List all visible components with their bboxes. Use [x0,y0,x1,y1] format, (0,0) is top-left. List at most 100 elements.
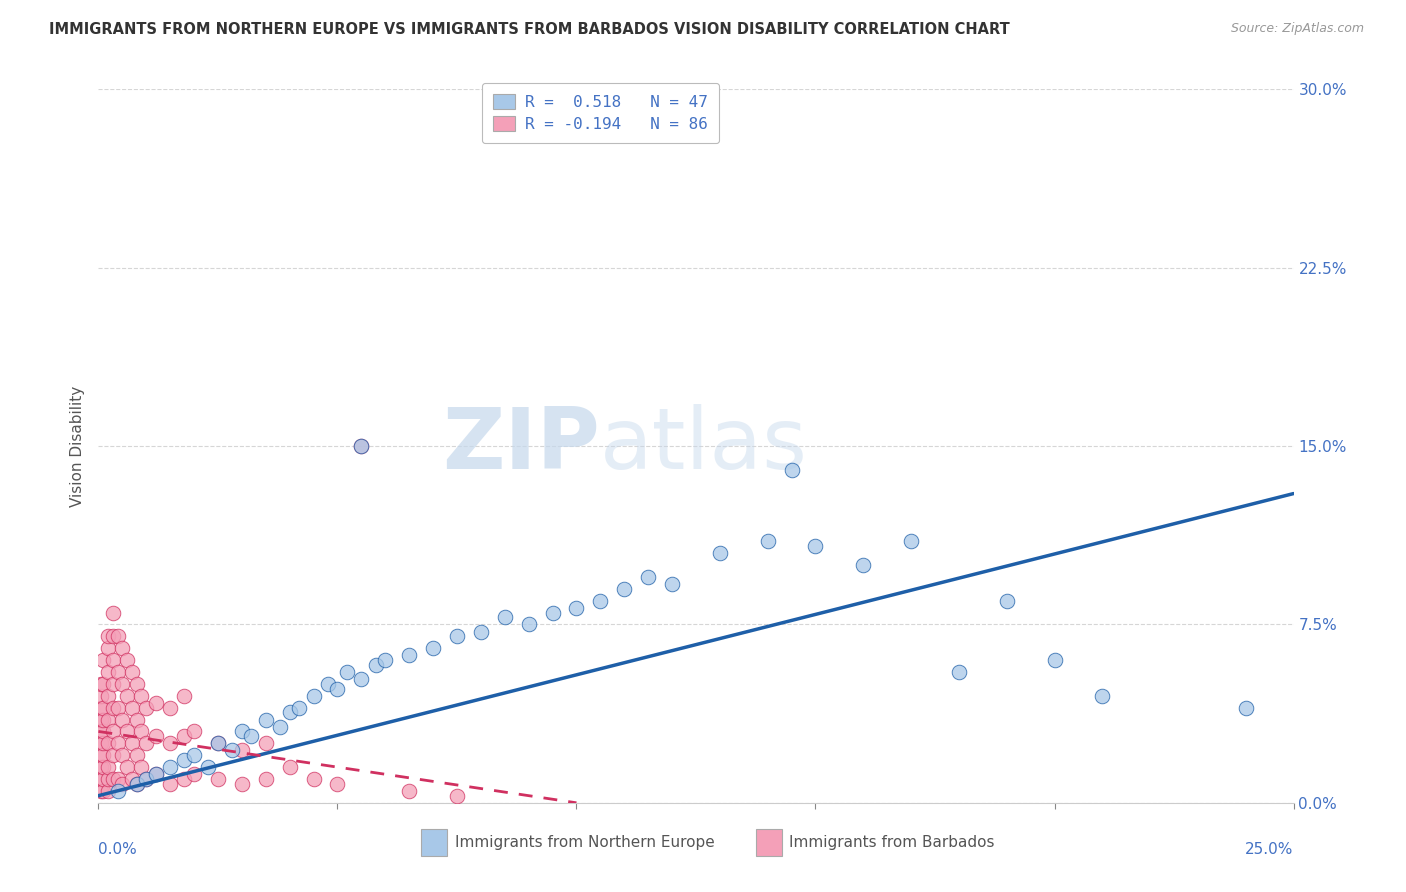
Point [173,729,195,743]
Point [115,689,138,703]
Point [207,736,229,750]
Point [145,696,167,710]
Point [91,700,114,714]
Point [90,689,112,703]
Point [183,767,205,781]
Point [121,665,143,679]
Point [231,743,253,757]
Point [145,767,167,781]
Point [350,439,373,453]
Point [231,777,253,791]
Point [121,772,143,786]
Point [135,736,157,750]
Point [269,720,291,734]
Point [90,772,112,786]
Point [97,689,120,703]
Point [288,700,311,714]
Point [90,700,112,714]
Point [91,784,114,798]
Point [173,753,195,767]
Point [107,700,129,714]
Point [101,629,124,643]
Point [101,772,124,786]
Point [91,677,114,691]
Point [101,653,124,667]
Point [107,784,129,798]
Point [422,641,444,656]
Point [135,772,157,786]
Point [101,677,124,691]
Point [207,772,229,786]
Point [541,606,564,620]
Point [107,772,129,786]
Point [231,724,253,739]
Point [135,700,157,714]
Point [709,546,731,560]
Point [326,681,349,696]
Point [125,677,148,691]
Point [97,760,120,774]
Y-axis label: Vision Disability: Vision Disability [69,385,84,507]
Point [804,539,827,553]
Point [350,672,373,686]
Point [111,748,134,763]
Point [240,729,263,743]
Point [91,713,114,727]
Point [1043,653,1066,667]
Point [111,713,134,727]
Point [90,677,112,691]
Point [398,784,420,798]
Point [121,700,143,714]
Point [91,724,114,739]
Bar [756,830,782,856]
Point [254,772,277,786]
Point [145,767,167,781]
Point [101,748,124,763]
Legend: R =  0.518   N = 47, R = -0.194   N = 86: R = 0.518 N = 47, R = -0.194 N = 86 [482,83,718,143]
Point [398,648,420,663]
Point [90,724,112,739]
Point [111,677,134,691]
Point [97,629,120,643]
Point [221,743,243,757]
Point [125,777,148,791]
Point [90,784,112,798]
Text: 0.0%: 0.0% [98,842,138,857]
Point [278,760,301,774]
Point [97,665,120,679]
Point [780,463,803,477]
Point [131,724,153,739]
Point [159,777,181,791]
Point [91,736,114,750]
Point [661,577,683,591]
Point [97,772,120,786]
Point [135,772,157,786]
Point [159,700,181,714]
Point [589,593,612,607]
Point [91,760,114,774]
Point [613,582,636,596]
Point [1091,689,1114,703]
Point [115,653,138,667]
Point [183,724,205,739]
Point [852,558,875,572]
Point [97,784,120,798]
Point [302,689,325,703]
Point [995,593,1018,607]
Point [101,606,124,620]
Text: IMMIGRANTS FROM NORTHERN EUROPE VS IMMIGRANTS FROM BARBADOS VISION DISABILITY CO: IMMIGRANTS FROM NORTHERN EUROPE VS IMMIG… [49,22,1010,37]
Text: Immigrants from Barbados: Immigrants from Barbados [789,835,994,850]
Point [336,665,359,679]
Point [125,713,148,727]
Point [125,748,148,763]
Point [364,657,387,672]
Point [115,724,138,739]
Point [159,736,181,750]
Point [91,748,114,763]
Point [111,641,134,656]
Point [97,713,120,727]
Point [446,789,468,803]
Point [446,629,468,643]
Point [90,760,112,774]
Point [494,610,516,624]
